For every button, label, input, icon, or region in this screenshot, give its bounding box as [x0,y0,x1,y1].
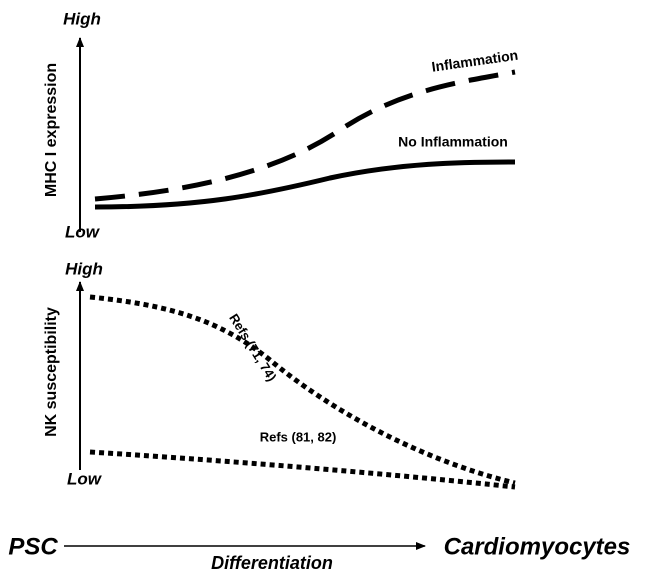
axis-low: Low [65,222,101,241]
x-start: PSC [8,533,58,560]
x-axis-label: Differentiation [211,553,333,573]
curve-label: Refs (71, 74) [226,311,279,384]
axis-low: Low [67,469,103,488]
curve-no-inflammation [94,159,516,210]
y-axis-label: MHC I expression [43,63,60,197]
curve-label: Inflammation [431,47,520,75]
curve-label: Refs (81, 82) [260,429,337,444]
curve-label: No Inflammation [398,134,508,150]
x-end: Cardiomyocytes [444,533,631,560]
axis-high: High [65,259,103,278]
curve-refs-71-74 [89,294,516,486]
axis-high: High [63,9,101,28]
y-axis-label: NK susceptibility [43,307,60,437]
curve-refs-81-82 [89,449,516,490]
